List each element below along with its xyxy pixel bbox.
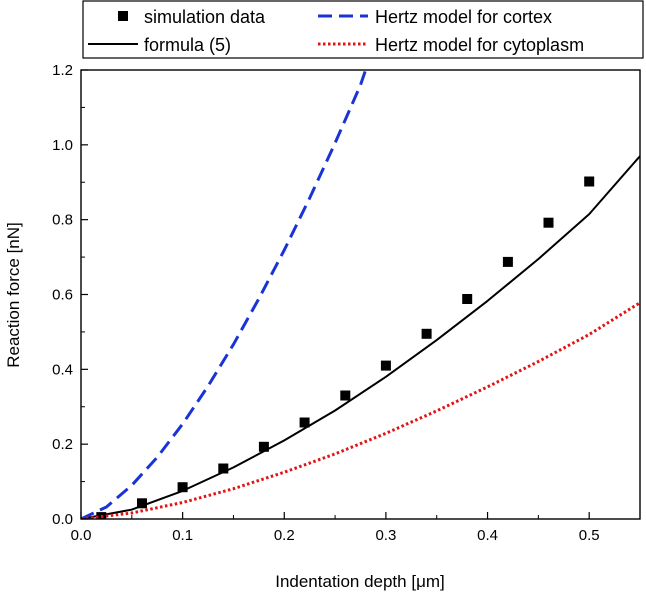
series-line-dashed — [81, 70, 368, 519]
legend: simulation data Hertz model for cortex f… — [82, 0, 644, 59]
x-tick-label: 0.3 — [375, 527, 396, 544]
x-tick-label: 0.1 — [172, 527, 193, 544]
x-axis-title-unit: μm — [416, 572, 440, 591]
y-tick-label: 0.6 — [52, 287, 73, 304]
ticks-layer: 0.0 0.1 0.2 0.3 0.4 0.5 0.0 0.2 0.4 0.6 0.8 1.0 1.2 — [52, 62, 599, 544]
series-layer — [81, 70, 640, 519]
legend-item-formula-5: formula (5) — [88, 35, 231, 55]
legend-item-hertz-cortex: Hertz model for cortex — [318, 7, 552, 27]
legend-item-simulation-data: simulation data — [118, 7, 266, 27]
legend-label-hertz-cortex: Hertz model for cortex — [375, 7, 552, 27]
x-axis-title-suffix: ] — [440, 572, 445, 591]
legend-label-formula-5: formula (5) — [144, 35, 231, 55]
simulation-data-point — [543, 217, 554, 228]
y-tick-label: 0.0 — [52, 511, 73, 528]
simulation-data-point — [177, 482, 188, 493]
x-tick-label: 0.2 — [274, 527, 295, 544]
series-line-solid — [81, 155, 640, 519]
simulation-data-point — [462, 294, 473, 304]
legend-item-hertz-cytoplasm: Hertz model for cytoplasm — [318, 35, 584, 55]
y-tick-label: 1.2 — [52, 62, 73, 79]
x-tick-label: 0.0 — [71, 527, 92, 544]
simulation-data-point — [421, 328, 432, 339]
x-tick-label: 0.5 — [579, 527, 600, 544]
x-axis-title-prefix: Indentation depth [ — [275, 572, 416, 591]
y-tick-label: 1.0 — [52, 137, 73, 154]
x-axis-title: Indentation depth [μm] — [275, 572, 445, 591]
legend-frame — [82, 0, 644, 59]
simulation-data-point — [502, 256, 513, 267]
y-tick-label: 0.8 — [52, 212, 73, 229]
y-tick-label: 0.4 — [52, 361, 73, 378]
simulation-data-point — [258, 441, 269, 452]
plot-frame — [80, 69, 641, 520]
y-axis-title: Reaction force [nN] — [4, 222, 23, 368]
simulation-data-point — [137, 498, 147, 509]
simulation-data-point — [340, 390, 351, 401]
simulation-data-point — [299, 417, 310, 428]
legend-marker-square-icon — [118, 11, 128, 21]
simulation-data-point — [218, 463, 229, 474]
series-line-dotted — [81, 301, 640, 519]
y-tick-label: 0.2 — [52, 436, 73, 453]
x-tick-label: 0.4 — [477, 527, 498, 544]
simulation-data-point — [380, 360, 391, 371]
legend-label-hertz-cytoplasm: Hertz model for cytoplasm — [375, 35, 584, 55]
legend-label-simulation-data: simulation data — [144, 7, 266, 27]
simulation-data-point — [584, 176, 595, 187]
